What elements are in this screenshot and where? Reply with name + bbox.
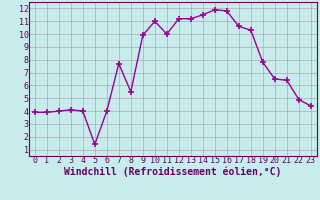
X-axis label: Windchill (Refroidissement éolien,°C): Windchill (Refroidissement éolien,°C) (64, 166, 282, 177)
